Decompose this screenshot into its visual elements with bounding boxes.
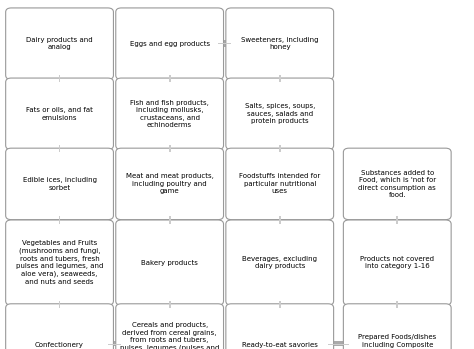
- FancyBboxPatch shape: [59, 75, 61, 82]
- FancyBboxPatch shape: [55, 146, 64, 152]
- FancyBboxPatch shape: [226, 78, 334, 149]
- Text: Vegetables and Fruits
(mushrooms and fungi,
roots and tubers, fresh
pulses and l: Vegetables and Fruits (mushrooms and fun…: [16, 240, 103, 285]
- FancyBboxPatch shape: [226, 304, 334, 349]
- FancyBboxPatch shape: [396, 301, 398, 308]
- FancyBboxPatch shape: [218, 40, 231, 47]
- Text: Prepared Foods/dishes
including Composite
foods: Prepared Foods/dishes including Composit…: [358, 334, 437, 349]
- Text: Beverages, excluding
dairy products: Beverages, excluding dairy products: [242, 256, 317, 269]
- Text: Bakery products: Bakery products: [141, 260, 198, 266]
- FancyBboxPatch shape: [59, 301, 61, 308]
- FancyBboxPatch shape: [226, 220, 334, 305]
- FancyBboxPatch shape: [6, 78, 113, 149]
- Text: Ready-to-eat savories: Ready-to-eat savories: [242, 342, 318, 348]
- Text: Confectionery: Confectionery: [35, 342, 84, 348]
- FancyBboxPatch shape: [164, 301, 175, 308]
- Text: Fats or oils, and fat
emulsions: Fats or oils, and fat emulsions: [26, 107, 93, 120]
- FancyBboxPatch shape: [116, 220, 224, 305]
- Text: Dairy products and
analog: Dairy products and analog: [26, 37, 93, 50]
- FancyBboxPatch shape: [6, 304, 113, 349]
- FancyBboxPatch shape: [6, 220, 113, 305]
- FancyBboxPatch shape: [116, 78, 224, 149]
- FancyBboxPatch shape: [108, 344, 121, 346]
- FancyBboxPatch shape: [55, 216, 64, 224]
- FancyBboxPatch shape: [279, 216, 281, 224]
- FancyBboxPatch shape: [116, 304, 224, 349]
- FancyBboxPatch shape: [55, 301, 64, 308]
- FancyBboxPatch shape: [108, 341, 121, 348]
- FancyBboxPatch shape: [274, 216, 285, 224]
- FancyBboxPatch shape: [392, 301, 402, 308]
- Text: Products not covered
into category 1-16: Products not covered into category 1-16: [360, 256, 434, 269]
- FancyBboxPatch shape: [59, 146, 61, 152]
- Text: Meat and meat products,
including poultry and
game: Meat and meat products, including poultr…: [126, 173, 214, 194]
- Text: Fish and fish products,
including mollusks,
crustaceans, and
echinoderms: Fish and fish products, including mollus…: [130, 99, 209, 128]
- FancyBboxPatch shape: [164, 216, 175, 224]
- FancyBboxPatch shape: [164, 146, 175, 152]
- Text: Sweeteners, including
honey: Sweeteners, including honey: [241, 37, 319, 50]
- FancyBboxPatch shape: [169, 75, 171, 82]
- FancyBboxPatch shape: [396, 216, 398, 224]
- FancyBboxPatch shape: [343, 148, 451, 220]
- FancyBboxPatch shape: [226, 8, 334, 80]
- FancyBboxPatch shape: [6, 8, 113, 80]
- Text: Edible ices, including
sorbet: Edible ices, including sorbet: [23, 177, 97, 191]
- Text: Foodstuffs intended for
particular nutritional
uses: Foodstuffs intended for particular nutri…: [239, 173, 320, 194]
- FancyBboxPatch shape: [164, 75, 175, 82]
- FancyBboxPatch shape: [59, 216, 61, 224]
- FancyBboxPatch shape: [343, 220, 451, 305]
- FancyBboxPatch shape: [279, 146, 281, 152]
- FancyBboxPatch shape: [343, 304, 451, 349]
- FancyBboxPatch shape: [116, 8, 224, 80]
- FancyBboxPatch shape: [6, 148, 113, 220]
- FancyBboxPatch shape: [279, 75, 281, 82]
- Text: Cereals and products,
derived from cereal grains,
from roots and tubers,
pulses,: Cereals and products, derived from cerea…: [120, 322, 219, 349]
- FancyBboxPatch shape: [169, 301, 171, 308]
- FancyBboxPatch shape: [279, 301, 281, 308]
- FancyBboxPatch shape: [274, 75, 285, 82]
- FancyBboxPatch shape: [218, 43, 231, 44]
- Text: Eggs and egg products: Eggs and egg products: [129, 41, 210, 47]
- FancyBboxPatch shape: [226, 148, 334, 220]
- Text: Substances added to
Food, which is 'not for
direct consumption as
food.: Substances added to Food, which is 'not …: [358, 170, 436, 198]
- FancyBboxPatch shape: [274, 301, 285, 308]
- FancyBboxPatch shape: [169, 216, 171, 224]
- Text: Salts, spices, soups,
sauces, salads and
protein products: Salts, spices, soups, sauces, salads and…: [245, 103, 315, 124]
- FancyBboxPatch shape: [169, 146, 171, 152]
- FancyBboxPatch shape: [328, 344, 349, 346]
- FancyBboxPatch shape: [392, 216, 402, 224]
- FancyBboxPatch shape: [55, 75, 64, 82]
- FancyBboxPatch shape: [116, 148, 224, 220]
- FancyBboxPatch shape: [328, 341, 349, 348]
- FancyBboxPatch shape: [274, 146, 285, 152]
